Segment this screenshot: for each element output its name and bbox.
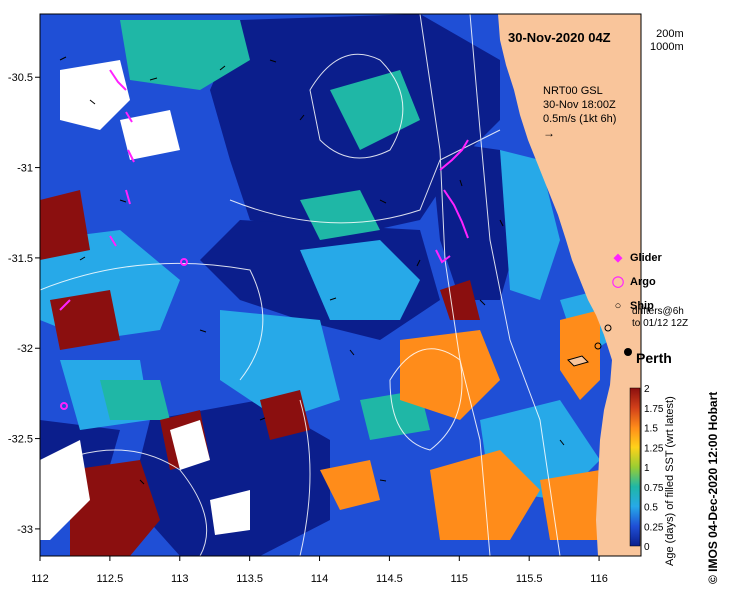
colorbar-tick-label: 1	[644, 463, 650, 474]
legend-ship-label: Ship	[630, 300, 654, 312]
latitude-ticks: -30.5 -31 -31.5 -32 -32.5 -33	[8, 72, 40, 536]
land-mass	[498, 14, 641, 556]
arrow-icon: →	[543, 126, 555, 140]
colorbar-tick-label: 1.25	[644, 443, 664, 454]
colorbar-tick-label: 0.25	[644, 522, 664, 533]
legend-glider: ◆ Glider	[612, 246, 662, 270]
argo-floats	[60, 258, 188, 410]
credit-line: © IMOS 04-Dec-2020 12:00 Hobart	[706, 391, 720, 584]
lon-tick-label: 114.5	[376, 573, 403, 585]
colorbar-tick-label: 1.5	[644, 424, 658, 435]
city-label-perth: Perth	[636, 350, 672, 366]
lat-tick-label: -31.5	[8, 253, 33, 265]
depth-scale: 200m 1000m	[650, 28, 684, 54]
drifter-until: to 01/12 12Z	[632, 318, 689, 329]
perth-marker	[624, 348, 632, 356]
platform-legend: ◆ Glider ◯ Argo ○ Ship	[612, 246, 662, 318]
glider-tracks	[59, 69, 469, 311]
lon-tick-label: 113.5	[236, 573, 263, 585]
colorbar-tick-label: 0	[644, 542, 650, 553]
glider-icon: ◆	[613, 252, 623, 264]
nrt-speed-scale: 0.5m/s (1kt 6h)	[543, 113, 617, 125]
lon-tick-label: 114	[311, 573, 329, 585]
bathymetry-contours	[40, 14, 561, 556]
lon-tick-label: 116	[590, 573, 608, 585]
drifter-interval: drifters@6h	[632, 306, 684, 317]
longitude-ticks: 112 112.5 113 113.5 114 114.5 115 115.5 116	[31, 556, 608, 585]
lon-tick-label: 112	[31, 573, 49, 585]
nrt-current-info: NRT00 GSL 30-Nov 18:00Z 0.5m/s (1kt 6h) …	[543, 84, 616, 140]
lat-tick-label: -32.5	[8, 434, 33, 446]
argo-icon: ◯	[611, 276, 625, 288]
map-date-title: 30-Nov-2020 04Z	[508, 30, 611, 45]
lon-tick-label: 112.5	[97, 573, 124, 585]
nodata-patches	[40, 60, 250, 540]
drifter-info: drifters@6h to 01/12 12Z	[632, 306, 688, 330]
nrt-time: 30-Nov 18:00Z	[543, 99, 616, 111]
lon-tick-label: 115.5	[516, 573, 543, 585]
colorbar-tick-label: 2	[644, 384, 650, 395]
drifter-tracks	[59, 56, 565, 485]
ship-markers	[594, 324, 612, 350]
lat-tick-label: -31	[17, 163, 33, 175]
colorbar-label: Age (days) of filled SST (wrt latest)	[664, 396, 676, 566]
colorbar-tick-label: 0.5	[644, 503, 658, 514]
ship-icon: ○	[614, 300, 622, 312]
lat-tick-label: -33	[17, 524, 33, 536]
depth-scale-200m: 200m	[656, 28, 684, 40]
nrt-source: NRT00 GSL	[543, 85, 603, 97]
lat-tick-label: -32	[17, 343, 33, 355]
colorbar-tick-label: 1.75	[644, 404, 664, 415]
plot-frame	[39, 13, 642, 557]
lat-tick-label: -30.5	[8, 72, 33, 84]
lon-tick-label: 113	[171, 573, 189, 585]
colorbar	[629, 387, 641, 547]
legend-argo-label: Argo	[630, 276, 656, 288]
depth-scale-1000m: 1000m	[650, 41, 684, 53]
legend-ship: ○ Ship	[612, 294, 662, 318]
rottnest-island	[567, 355, 589, 367]
legend-argo: ◯ Argo	[612, 270, 662, 294]
legend-glider-label: Glider	[630, 252, 662, 264]
lon-tick-label: 115	[451, 573, 469, 585]
colorbar-ticks: 0 0.25 0.5 0.75 1 1.25 1.5 1.75 2	[644, 384, 664, 553]
teal-patches	[100, 20, 430, 440]
colorbar-tick-label: 0.75	[644, 483, 664, 494]
